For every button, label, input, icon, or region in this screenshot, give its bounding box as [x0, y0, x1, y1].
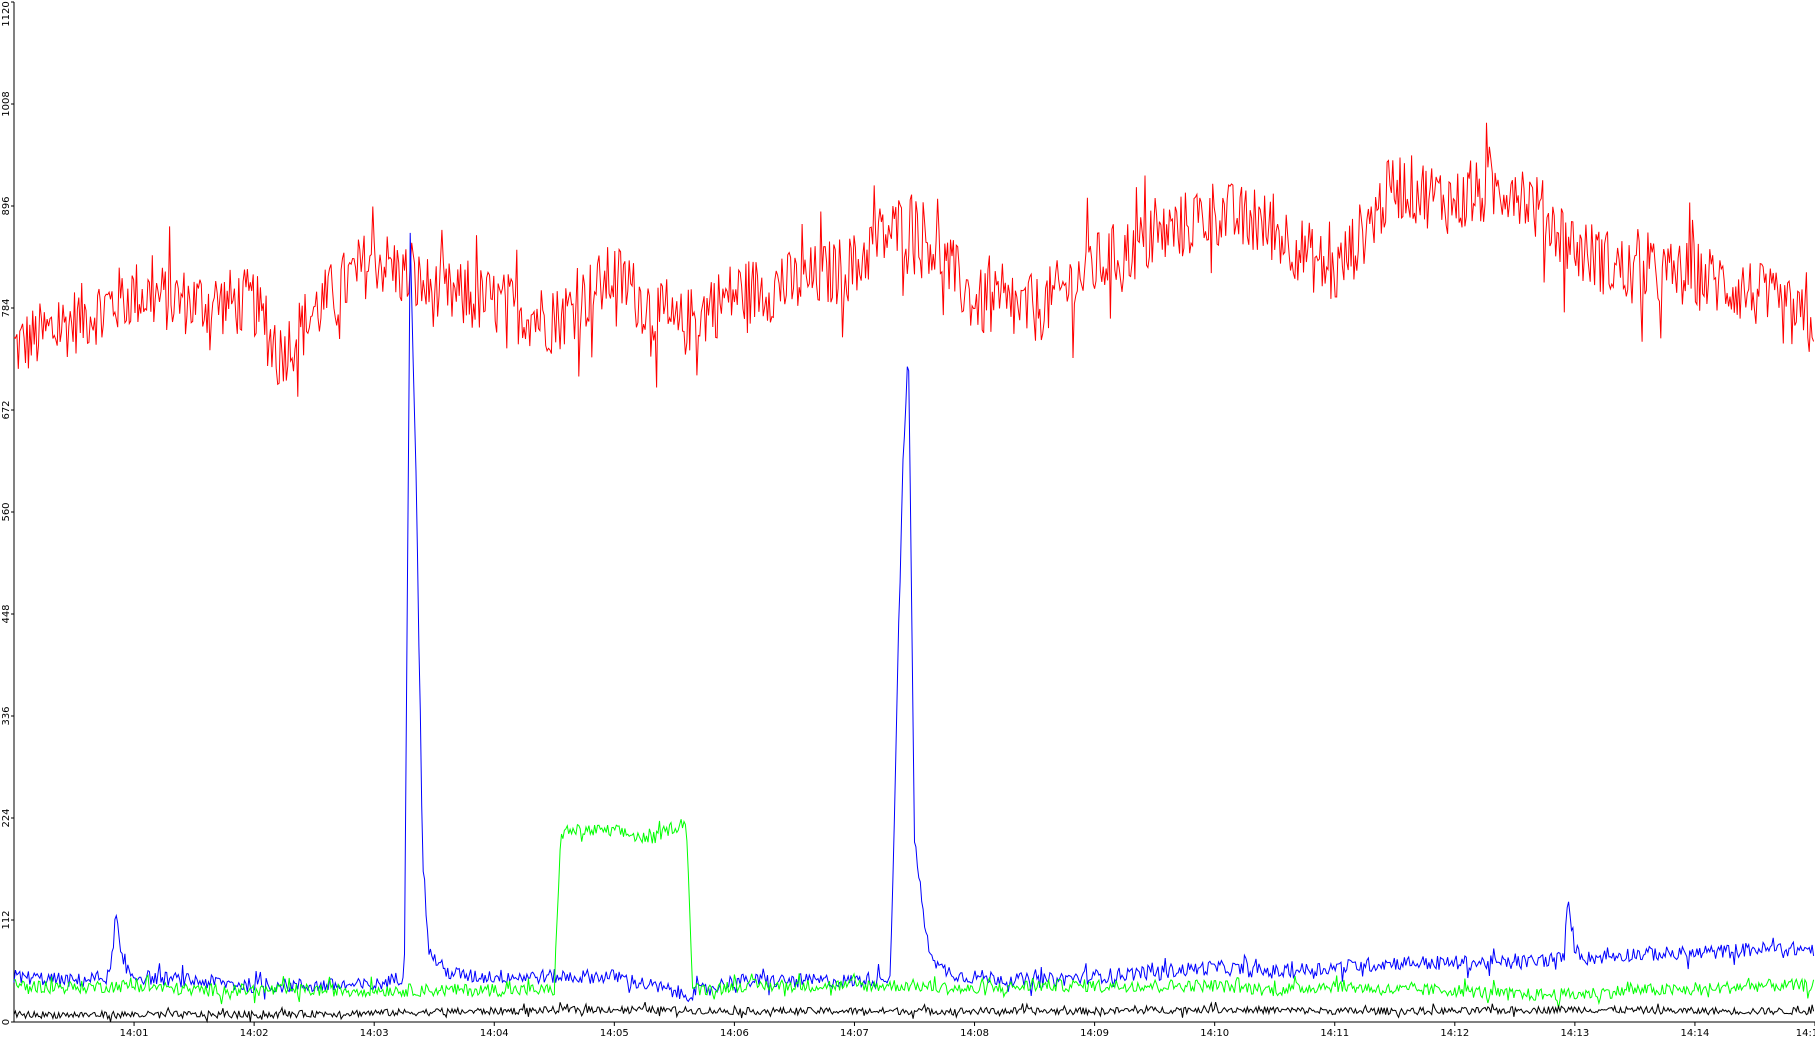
x-tick-label: 14:11 — [1320, 1028, 1349, 1039]
x-tick-label: 14:02 — [240, 1028, 269, 1039]
x-tick-label: 14:03 — [360, 1028, 389, 1039]
x-tick-label: 14:1 — [1796, 1028, 1815, 1039]
x-tick-label: 14:13 — [1560, 1028, 1589, 1039]
y-tick-label: 0 — [1, 1019, 12, 1025]
y-tick-label: 784 — [1, 298, 12, 317]
series-group — [13, 122, 1815, 1024]
y-tick-label: 448 — [1, 604, 12, 623]
x-tick-label: 14:12 — [1440, 1028, 1469, 1039]
x-tick-label: 14:08 — [960, 1028, 989, 1039]
y-tick-label: 1120 — [1, 1, 12, 26]
x-tick-label: 14:06 — [720, 1028, 749, 1039]
y-tick-label: 336 — [1, 706, 12, 725]
x-tick-label: 14:04 — [480, 1028, 509, 1039]
x-tick-label: 14:14 — [1681, 1028, 1710, 1039]
series-line-0 — [13, 122, 1815, 397]
x-tick-label: 14:07 — [840, 1028, 869, 1039]
y-axis: 0 112 224 336 448 560 672 784 896 1008 1120 — [1, 1, 15, 1025]
y-tick-label: 560 — [1, 502, 12, 521]
y-tick-label: 672 — [1, 400, 12, 419]
series-line-2 — [13, 819, 1815, 1009]
series-line-3 — [13, 1001, 1815, 1024]
x-tick-label: 14:05 — [600, 1028, 629, 1039]
y-tick-label: 112 — [1, 910, 12, 929]
x-tick-label: 14:09 — [1080, 1028, 1109, 1039]
series-line-1 — [13, 232, 1815, 1003]
x-tick-label: 14:01 — [120, 1028, 149, 1039]
y-tick-label: 224 — [1, 808, 12, 827]
y-tick-label: 1008 — [1, 91, 12, 116]
y-tick-label: 896 — [1, 196, 12, 215]
x-axis: 14:01 14:02 14:03 14:04 14:05 14:06 14:07 14:08… — [14, 1021, 1815, 1039]
x-tick-label: 14:10 — [1200, 1028, 1229, 1039]
